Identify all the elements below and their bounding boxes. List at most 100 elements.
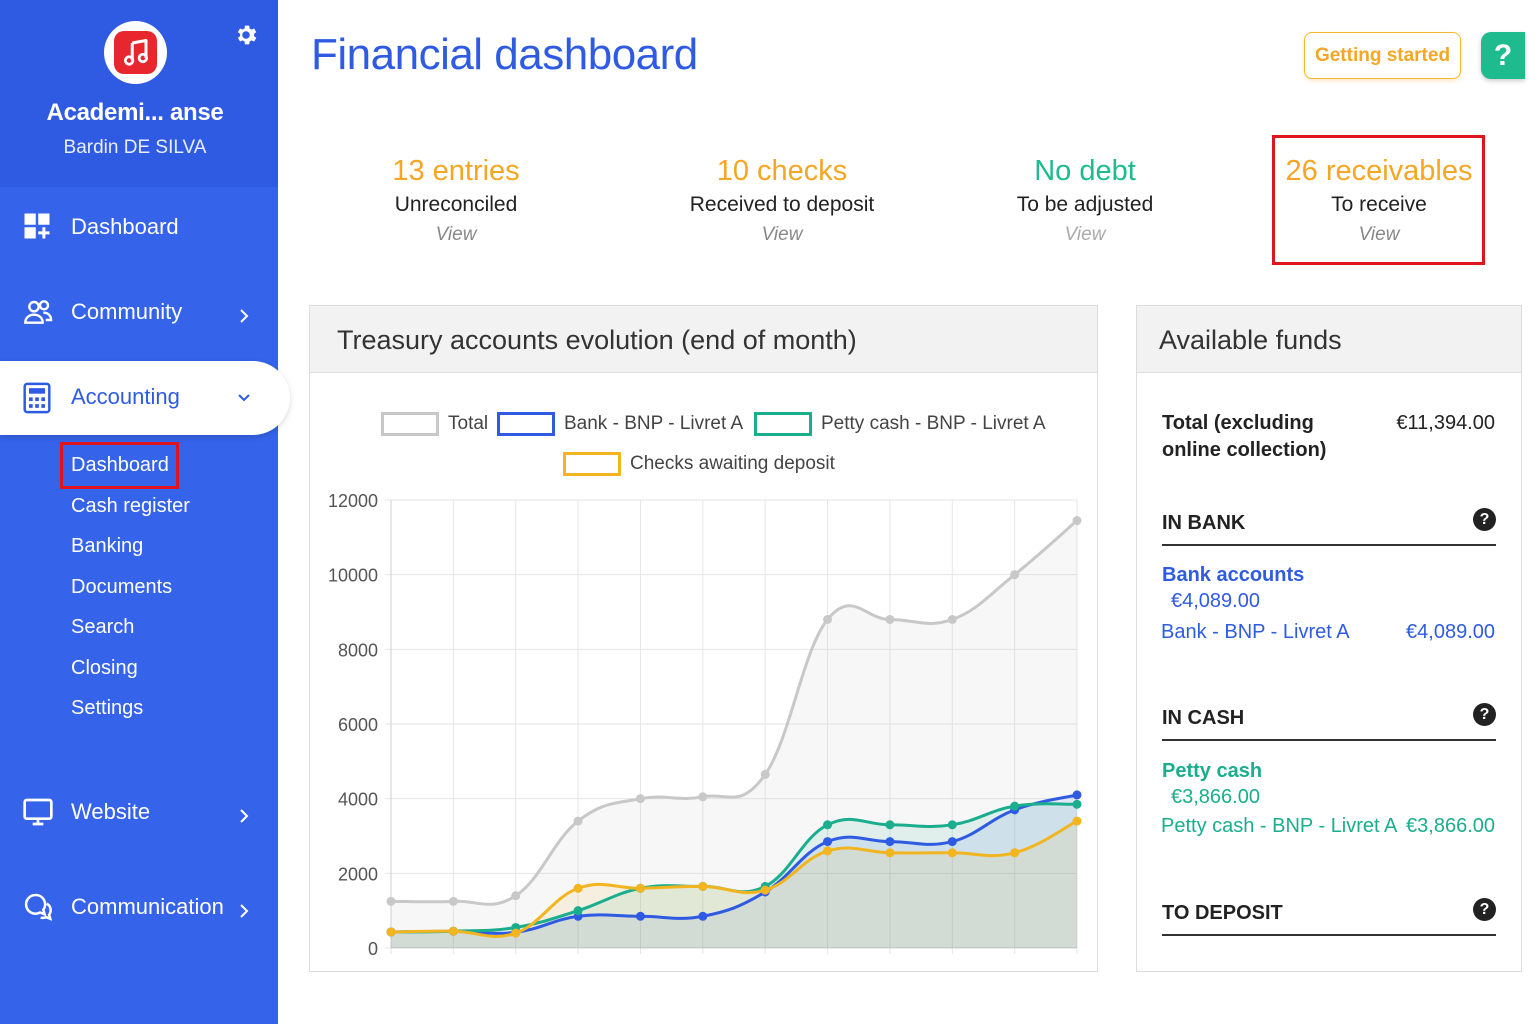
section-title: TO DEPOSIT [1162, 902, 1283, 924]
card-header: Available funds [1137, 306, 1521, 373]
data-point [885, 848, 895, 858]
legend-item-total[interactable]: Total [381, 412, 488, 436]
stat-unreconciled: 13 entries Unreconciled View [336, 152, 576, 246]
users-icon [22, 296, 54, 328]
section-title: IN BANK [1162, 512, 1246, 534]
data-point [823, 614, 833, 624]
sub-item-dashboard[interactable]: Dashboard [71, 454, 169, 476]
data-point [386, 896, 396, 906]
nav-accounting[interactable]: Accounting [0, 361, 290, 435]
data-point [947, 837, 957, 847]
legend-label: Petty cash - BNP - Livret A [821, 413, 1046, 434]
nav-accounting-label: Accounting [71, 384, 180, 409]
section-to-deposit: TO DEPOSIT ? [1162, 894, 1496, 936]
gear-icon[interactable] [233, 22, 259, 48]
data-point [947, 848, 957, 858]
legend-label: Bank - BNP - Livret A [564, 413, 744, 434]
data-point [885, 820, 895, 830]
total-label-2: online collection) [1162, 439, 1327, 461]
data-point [1010, 801, 1020, 811]
monitor-icon [22, 796, 54, 828]
legend-swatch [754, 412, 812, 436]
stat-view-link[interactable]: View [1358, 224, 1400, 245]
music-note-icon [114, 31, 157, 74]
getting-started-button[interactable]: Getting started [1304, 32, 1461, 79]
legend-item-checks[interactable]: Checks awaiting deposit [563, 452, 835, 476]
card-title: Treasury accounts evolution (end of mont… [337, 325, 857, 355]
chevron-right-icon [236, 804, 252, 823]
nav-website[interactable]: Website [0, 782, 278, 842]
help-button[interactable]: ? [1481, 32, 1525, 79]
help-icon[interactable]: ? [1473, 703, 1496, 726]
nav-community[interactable]: Community [0, 282, 278, 342]
stat-label: Received to deposit [689, 193, 875, 216]
help-icon[interactable]: ? [1473, 898, 1496, 921]
y-tick-label: 0 [368, 939, 378, 959]
user-name: Bardin DE SILVA [63, 137, 207, 158]
stat-value: 13 entries [392, 155, 520, 187]
data-point [1072, 816, 1082, 826]
cash-account-line[interactable]: Petty cash - BNP - Livret A [1161, 815, 1398, 837]
chevron-down-icon [236, 390, 252, 406]
section-in-bank: IN BANK ? [1162, 504, 1496, 546]
data-point [760, 885, 770, 895]
legend-item-petty-cash[interactable]: Petty cash - BNP - Livret A [754, 412, 1046, 436]
chat-icon [22, 891, 54, 923]
section-title: IN CASH [1162, 707, 1245, 729]
stat-label: Unreconciled [394, 193, 518, 216]
sub-item-cash-register[interactable]: Cash register [71, 495, 190, 517]
stat-view-link[interactable]: View [1064, 224, 1106, 245]
data-point [947, 820, 957, 830]
sub-item-closing[interactable]: Closing [71, 657, 138, 679]
sidebar: Academi... anse Bardin DE SILVA Dashboar… [0, 0, 290, 1024]
y-tick-label: 10000 [328, 566, 378, 586]
sub-item-documents[interactable]: Documents [71, 576, 173, 598]
nav-dashboard-label: Dashboard [71, 214, 179, 239]
petty-cash-title[interactable]: Petty cash [1162, 760, 1263, 782]
stat-view-link[interactable]: View [435, 224, 477, 245]
stat-view-link[interactable]: View [761, 224, 803, 245]
data-point [1072, 516, 1082, 526]
sub-item-banking[interactable]: Banking [71, 535, 144, 557]
cash-account-value: €3,866.00 [1406, 815, 1495, 837]
chevron-right-icon [236, 304, 252, 323]
help-icon[interactable]: ? [1473, 508, 1496, 531]
stat-checks: 10 checks Received to deposit View [662, 152, 902, 246]
petty-cash-total: €3,866.00 [1171, 786, 1260, 808]
stat-label: To be adjusted [1016, 193, 1154, 216]
data-point [760, 769, 770, 779]
legend-item-bank[interactable]: Bank - BNP - Livret A [497, 412, 743, 436]
stat-label: To receive [1331, 193, 1427, 216]
nav-dashboard[interactable]: Dashboard [0, 197, 278, 257]
org-logo[interactable] [104, 21, 167, 84]
data-point [1010, 848, 1020, 858]
data-point [573, 883, 583, 893]
nav-communication[interactable]: Communication [0, 877, 278, 937]
sub-item-settings[interactable]: Settings [71, 697, 144, 719]
bank-accounts-title[interactable]: Bank accounts [1162, 564, 1305, 586]
nav-community-label: Community [71, 299, 183, 324]
sub-item-search[interactable]: Search [71, 616, 135, 638]
treasury-card: Treasury accounts evolution (end of mont… [309, 305, 1098, 972]
y-tick-label: 2000 [338, 864, 378, 884]
card-title: Available funds [1159, 325, 1342, 355]
bank-accounts-total: €4,089.00 [1171, 590, 1260, 612]
data-point [947, 614, 957, 624]
calculator-icon [22, 382, 54, 414]
bank-account-line[interactable]: Bank - BNP - Livret A [1161, 621, 1350, 643]
data-point [635, 883, 645, 893]
y-tick-label: 6000 [338, 715, 378, 735]
legend-label: Checks awaiting deposit [630, 453, 835, 474]
bank-account-value: €4,089.00 [1406, 621, 1495, 643]
data-point [698, 792, 708, 802]
stat-value: 10 checks [716, 155, 848, 187]
total-value: €11,394.00 [1396, 412, 1495, 434]
card-header: Treasury accounts evolution (end of mont… [310, 306, 1097, 373]
stat-receivables: 26 receivables To receive View [1259, 152, 1499, 246]
data-point [1072, 799, 1082, 809]
data-point [511, 928, 521, 938]
data-point [635, 911, 645, 921]
highlight-box [1272, 135, 1485, 265]
y-tick-label: 8000 [338, 640, 378, 660]
